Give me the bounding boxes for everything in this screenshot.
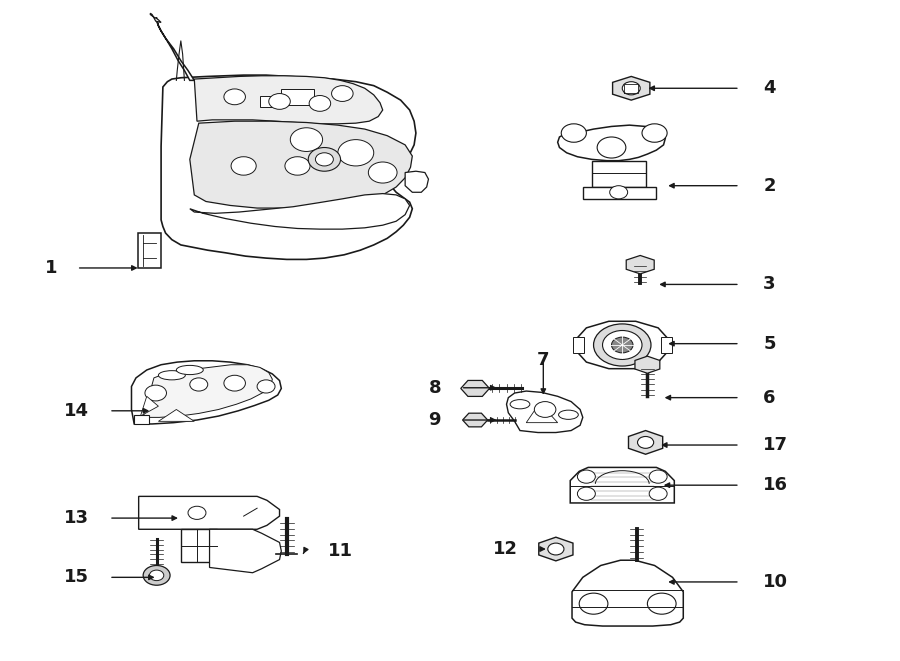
Polygon shape	[131, 361, 282, 424]
Text: 11: 11	[328, 542, 353, 560]
Polygon shape	[461, 381, 490, 397]
Text: 15: 15	[64, 568, 89, 586]
Circle shape	[145, 385, 166, 401]
Text: 2: 2	[763, 176, 776, 195]
Text: 10: 10	[763, 573, 788, 591]
Text: 5: 5	[763, 334, 776, 353]
Text: 9: 9	[428, 411, 441, 429]
Circle shape	[597, 137, 626, 158]
Circle shape	[622, 82, 640, 95]
Circle shape	[548, 543, 564, 555]
Text: 3: 3	[763, 276, 776, 293]
Circle shape	[580, 593, 608, 614]
Circle shape	[642, 124, 667, 142]
Polygon shape	[572, 561, 683, 626]
Circle shape	[338, 139, 374, 166]
Polygon shape	[190, 121, 412, 208]
Polygon shape	[463, 413, 488, 427]
Circle shape	[291, 128, 322, 151]
Text: 1: 1	[44, 259, 57, 277]
Circle shape	[594, 324, 651, 366]
Circle shape	[188, 506, 206, 520]
Polygon shape	[539, 537, 573, 561]
Ellipse shape	[176, 366, 203, 375]
Text: 4: 4	[763, 79, 776, 97]
Circle shape	[368, 162, 397, 183]
Circle shape	[649, 487, 667, 500]
Circle shape	[257, 380, 275, 393]
Circle shape	[285, 157, 310, 175]
Circle shape	[309, 96, 330, 111]
Ellipse shape	[559, 410, 579, 419]
Polygon shape	[161, 75, 416, 259]
Circle shape	[308, 147, 340, 171]
Polygon shape	[635, 356, 660, 373]
Circle shape	[190, 378, 208, 391]
Polygon shape	[181, 529, 217, 563]
Text: 13: 13	[64, 509, 89, 527]
Text: 12: 12	[493, 540, 518, 558]
Polygon shape	[260, 96, 282, 107]
Polygon shape	[156, 18, 194, 81]
Polygon shape	[138, 233, 161, 268]
Polygon shape	[576, 321, 669, 369]
Text: 16: 16	[763, 476, 788, 494]
Circle shape	[269, 94, 291, 109]
Circle shape	[609, 186, 627, 199]
Circle shape	[578, 470, 595, 483]
Text: 6: 6	[763, 389, 776, 407]
Polygon shape	[405, 171, 428, 192]
Circle shape	[637, 436, 653, 448]
Polygon shape	[613, 77, 650, 100]
Text: 8: 8	[428, 379, 441, 397]
Polygon shape	[558, 125, 665, 161]
Polygon shape	[573, 337, 584, 353]
Circle shape	[231, 157, 256, 175]
Circle shape	[315, 153, 333, 166]
Circle shape	[602, 330, 642, 360]
Circle shape	[224, 375, 246, 391]
Polygon shape	[571, 467, 674, 503]
Polygon shape	[282, 89, 313, 105]
Polygon shape	[194, 76, 382, 124]
Circle shape	[647, 593, 676, 614]
Polygon shape	[507, 391, 583, 432]
Circle shape	[611, 337, 633, 353]
Polygon shape	[661, 337, 671, 353]
Ellipse shape	[510, 400, 530, 408]
Polygon shape	[210, 529, 282, 572]
Polygon shape	[628, 430, 662, 454]
Circle shape	[535, 402, 556, 417]
Circle shape	[331, 86, 353, 101]
Polygon shape	[150, 13, 161, 22]
Polygon shape	[134, 414, 149, 424]
Polygon shape	[583, 187, 656, 199]
Circle shape	[224, 89, 246, 104]
Text: 14: 14	[64, 402, 89, 420]
Circle shape	[649, 470, 667, 483]
Polygon shape	[139, 496, 280, 529]
Polygon shape	[592, 161, 645, 187]
Text: 17: 17	[763, 436, 788, 454]
Polygon shape	[140, 397, 158, 416]
Polygon shape	[526, 403, 558, 422]
Circle shape	[149, 570, 164, 580]
Text: 7: 7	[537, 351, 550, 369]
Circle shape	[578, 487, 595, 500]
Polygon shape	[626, 255, 654, 274]
Circle shape	[562, 124, 587, 142]
Polygon shape	[143, 365, 273, 417]
Circle shape	[143, 565, 170, 585]
Polygon shape	[158, 409, 194, 421]
Ellipse shape	[158, 371, 185, 380]
Polygon shape	[190, 194, 410, 229]
